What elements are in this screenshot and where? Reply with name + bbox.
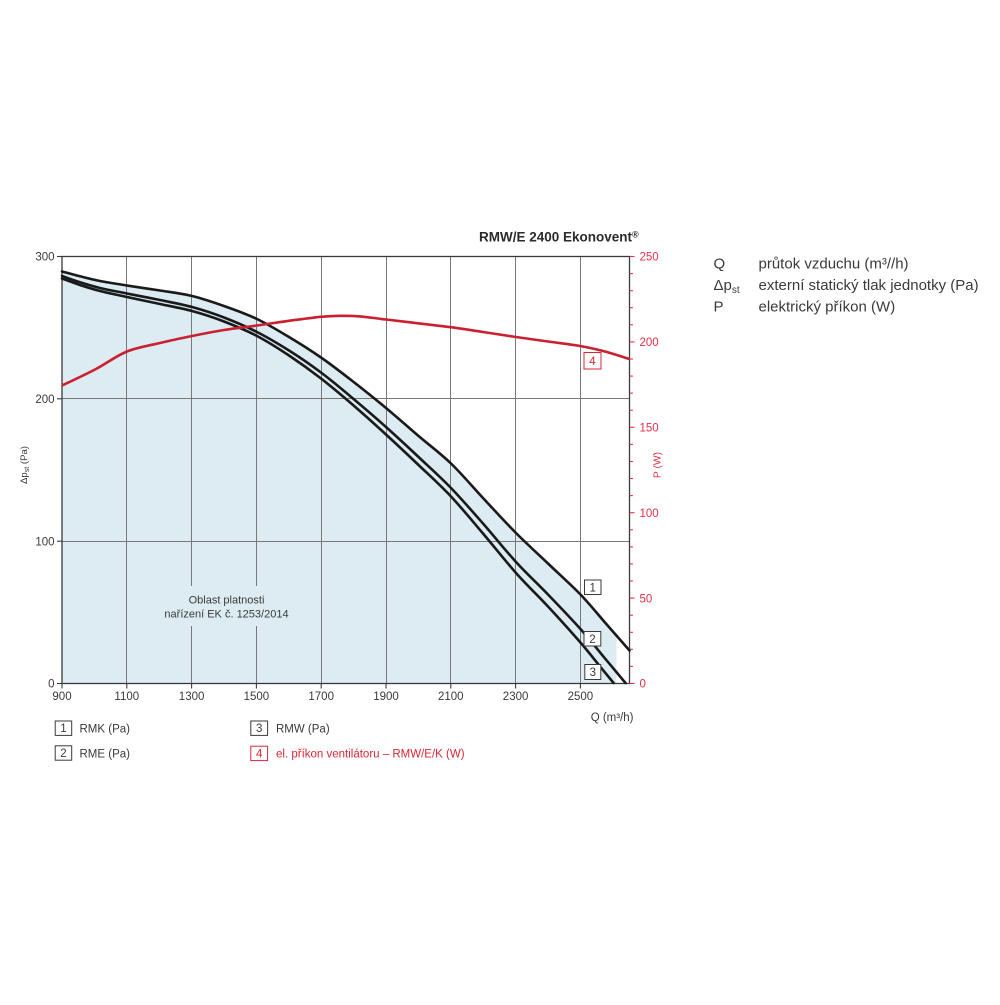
svg-text:1700: 1700 [308, 691, 334, 703]
svg-text:Δpst (Pa): Δpst (Pa) [19, 446, 31, 484]
svg-text:1300: 1300 [179, 691, 205, 703]
svg-text:P: P [714, 299, 724, 316]
svg-text:P (W): P (W) [653, 452, 664, 478]
svg-text:1: 1 [60, 723, 66, 735]
svg-text:3: 3 [256, 723, 262, 735]
svg-text:3: 3 [590, 667, 596, 679]
svg-text:1: 1 [590, 582, 596, 594]
svg-text:Oblast platnosti: Oblast platnosti [189, 595, 265, 607]
svg-text:Q (m³/h): Q (m³/h) [591, 712, 634, 724]
svg-text:2: 2 [589, 634, 595, 646]
svg-text:Q: Q [714, 256, 726, 273]
svg-text:50: 50 [640, 593, 653, 605]
svg-text:250: 250 [640, 252, 659, 264]
svg-text:100: 100 [35, 536, 54, 548]
svg-text:RME (Pa): RME (Pa) [80, 748, 131, 760]
svg-text:el. příkon ventilátoru – RMW/E: el. příkon ventilátoru – RMW/E/K (W) [276, 749, 465, 761]
svg-text:100: 100 [640, 508, 659, 520]
svg-text:150: 150 [640, 423, 659, 435]
svg-text:2500: 2500 [568, 691, 594, 703]
svg-text:200: 200 [640, 337, 659, 349]
svg-text:RMK (Pa): RMK (Pa) [80, 724, 131, 736]
svg-text:nařízení EK č. 1253/2014: nařízení EK č. 1253/2014 [164, 609, 288, 621]
svg-text:RMW/E 2400 Ekonovent®: RMW/E 2400 Ekonovent® [479, 230, 639, 245]
svg-text:300: 300 [35, 252, 54, 264]
svg-text:0: 0 [640, 679, 646, 691]
svg-text:0: 0 [48, 679, 54, 691]
svg-text:externí statický tlak jednotky: externí statický tlak jednotky (Pa) [759, 277, 979, 294]
svg-text:průtok vzduchu (m³//h): průtok vzduchu (m³//h) [759, 256, 909, 273]
svg-text:200: 200 [35, 394, 54, 406]
svg-text:2: 2 [60, 748, 66, 760]
svg-text:RMW (Pa): RMW (Pa) [276, 724, 330, 736]
svg-text:2300: 2300 [503, 691, 529, 703]
svg-text:900: 900 [52, 691, 71, 703]
svg-text:4: 4 [256, 748, 263, 760]
svg-text:1900: 1900 [373, 691, 399, 703]
svg-text:2100: 2100 [438, 691, 464, 703]
svg-text:elektrický příkon (W): elektrický příkon (W) [759, 299, 896, 316]
svg-text:1100: 1100 [114, 691, 139, 703]
svg-text:1500: 1500 [244, 691, 270, 703]
svg-text:4: 4 [589, 356, 596, 368]
